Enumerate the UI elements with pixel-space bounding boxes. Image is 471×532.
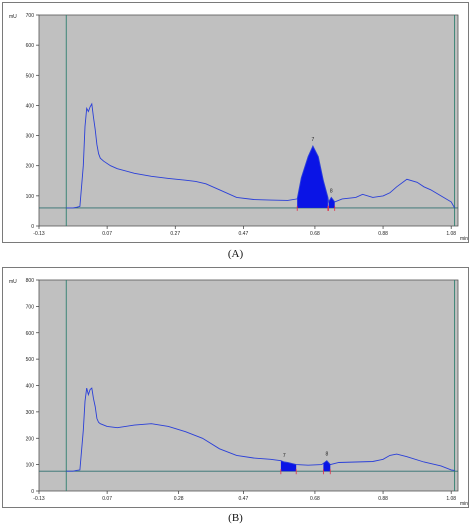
chart-b-xtick-label: 1.08: [446, 496, 456, 502]
caption-a: (A): [227, 248, 244, 260]
chart-a-xtick-label: -0.13: [33, 231, 45, 237]
chart-a-xtick-label: 0.07: [102, 231, 112, 237]
chart-b-ytick-label: 200: [26, 436, 35, 442]
chart-a-peak-label: 7: [311, 137, 314, 143]
chart-panel-b: 0 100 200 300 400 500 600 700 800 mU -0.13 0.07 0.28…: [2, 267, 469, 508]
chart-b-ytick-label: 800: [26, 278, 35, 284]
chart-a-plot-area: [38, 14, 459, 227]
chart-b-xtick-label: 0.47: [239, 496, 249, 502]
chart-a-x-unit-label: min: [460, 236, 468, 242]
chart-b-ytick-label: 0: [31, 489, 34, 495]
chromatogram-a: 0 100 200 300 400 500 600 700 mU -0.13 0.07 0.27 0.4…: [9, 13, 468, 242]
chart-b-plot-area: [38, 279, 459, 492]
chart-b-peak-label: 8: [325, 452, 328, 458]
chart-b-xtick-label: 0.68: [310, 496, 320, 502]
chart-b-xtick-label: 0.28: [174, 496, 184, 502]
chart-a-signal-trace: [66, 102, 455, 209]
chart-a-xtick-label: 0.88: [378, 231, 388, 237]
chart-panel-a: 0 100 200 300 400 500 600 700 mU -0.13 0.07 0.27 0.4…: [2, 2, 469, 243]
chart-b-ytick-label: 100: [26, 463, 35, 469]
chart-b-signal-trace: [66, 387, 455, 472]
chart-a-xtick-label: 0.27: [170, 231, 180, 237]
chart-a-peak-label: 8: [330, 188, 333, 194]
caption-b: (B): [228, 512, 243, 524]
chart-a-ytick-label: 400: [26, 103, 35, 109]
chart-b-xtick-label: -0.13: [33, 496, 45, 502]
chart-a-ytick-label: 200: [26, 164, 35, 170]
chart-b-ytick-label: 500: [26, 357, 35, 363]
chart-a-xtick-label: 0.47: [239, 231, 249, 237]
chart-a-ytick-label: 500: [26, 73, 35, 79]
chart-b-ytick-label: 400: [26, 384, 35, 390]
chart-a-ytick-label: 700: [26, 13, 35, 19]
chart-b-ytick-label: 700: [26, 304, 35, 310]
chart-b-xtick-label: 0.07: [102, 496, 112, 502]
chart-b-x-unit-label: min: [460, 501, 468, 507]
chromatogram-b: 0 100 200 300 400 500 600 700 800 mU -0.13 0.07 0.28…: [9, 278, 468, 507]
chart-a-ytick-label: 0: [31, 224, 34, 230]
chart-b-ytick-label: 300: [26, 410, 35, 416]
chart-a-xtick-label: 1.08: [446, 231, 456, 237]
chart-a-y-unit-label: mU: [9, 14, 17, 20]
chart-b-peak-fill-7: [280, 460, 297, 472]
chart-a-ytick-label: 100: [26, 194, 35, 200]
chart-b-y-unit-label: mU: [9, 279, 17, 285]
chart-b-peak-label: 7: [283, 453, 286, 459]
chart-a-peak-fill-7: [297, 146, 328, 208]
chart-a-ytick-label: 600: [26, 43, 35, 49]
chart-b-ytick-label: 600: [26, 331, 35, 337]
chart-a-xtick-label: 0.68: [310, 231, 320, 237]
chart-a-ytick-label: 300: [26, 134, 35, 140]
chart-b-xtick-label: 0.88: [378, 496, 388, 502]
